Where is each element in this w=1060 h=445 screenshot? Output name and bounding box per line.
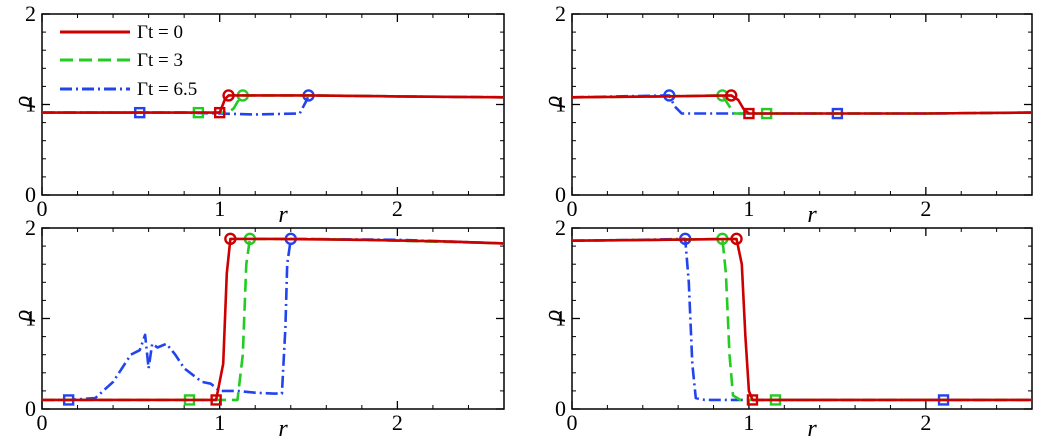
panel-bottom-left-series-line-0	[42, 237, 505, 402]
panel-top-left-square-marker-0	[213, 106, 226, 119]
panel-top-left: 0 1 2 0 1 2 r ρ	[10, 1, 505, 228]
panel-top-left-y-axis-label: ρ	[10, 96, 36, 109]
panel-top-right-circle-marker-0	[725, 89, 738, 102]
panel-top-right-frame	[571, 13, 1033, 196]
panel-bottom-left-x-tick-label: 1	[214, 410, 225, 435]
panel-bottom-left: 0 1 2 0 1 2 r ρ	[10, 215, 505, 442]
panel-bottom-right-y-tick-label: 0	[555, 396, 566, 421]
panel-top-left-y-tick-label: 0	[25, 182, 36, 207]
panel-top-left-x-tick-label: 2	[392, 196, 403, 221]
panel-bottom-right-x-tick-label: 0	[567, 410, 578, 435]
panel-bottom-right-y-tick-label: 2	[555, 215, 566, 240]
panel-bottom-right-x-axis-label: r	[807, 416, 817, 442]
panel-bottom-right: 0 1 2 0 1 2 r ρ	[540, 215, 1033, 442]
panel-bottom-left-x-axis-label: r	[278, 416, 288, 442]
panel-bottom-right-series-line-1	[571, 237, 1032, 402]
panel-bottom-left-y-tick-label: 0	[25, 396, 36, 421]
panel-top-left-series-line-0	[42, 94, 505, 114]
panel-bottom-left-square-marker-0	[210, 394, 222, 406]
panel-top-right-y-tick-label: 1	[555, 92, 566, 117]
panel-top-right-y-tick-label: 2	[555, 1, 566, 26]
panel-bottom-right-y-tick-label: 1	[555, 306, 566, 331]
panel-bottom-right-series-line-0	[571, 237, 1032, 402]
panel-top-right-y-axis-label: ρ	[540, 96, 566, 109]
panel-top-right-series-line-0	[571, 94, 1033, 115]
panel-top-right-x-axis-label: r	[807, 202, 817, 228]
panel-top-right-square-marker-0	[743, 107, 755, 120]
panel-bottom-left-circle-marker-0	[224, 232, 237, 246]
panel-bottom-right-circle-marker-0	[730, 232, 743, 246]
panel-bottom-right-y-axis-label: ρ	[540, 310, 566, 323]
panel-bottom-right-x-tick-label: 1	[743, 410, 754, 435]
panel-bottom-left-series-line-1	[42, 237, 505, 402]
legend-label-gamma-t-3: Γt = 3	[137, 50, 183, 71]
panel-top-left-x-tick-label: 1	[214, 196, 225, 221]
panel-top-left-x-axis-label: r	[278, 202, 288, 228]
panel-bottom-right-square-marker-0	[746, 394, 759, 406]
panel-top-right-series-line-2	[571, 94, 1033, 115]
panel-bottom-right-frame	[571, 227, 1033, 410]
panel-bottom-left-y-tick-label: 2	[25, 215, 36, 240]
panel-bottom-right-x-tick-label: 2	[920, 410, 931, 435]
panel-bottom-left-x-tick-label: 2	[392, 410, 403, 435]
panel-top-right-x-tick-label: 1	[743, 196, 754, 221]
panel-top-left-circle-marker-0	[222, 89, 235, 102]
panel-top-left-frame	[41, 13, 505, 196]
panel-top-right-x-tick-label: 0	[567, 196, 578, 221]
legend-label-gamma-t-0: Γt = 0	[137, 22, 183, 43]
panel-bottom-left-x-tick-label: 0	[37, 410, 48, 435]
panel-bottom-right-series-line-2	[571, 237, 1032, 402]
panel-top-right-y-tick-label: 0	[555, 182, 566, 207]
panel-top-right-x-tick-label: 2	[920, 196, 931, 221]
panel-top-left-y-tick-label: 2	[25, 1, 36, 26]
panel-bottom-left-series-line-2	[42, 237, 505, 402]
panel-top-left-x-tick-label: 0	[37, 196, 48, 221]
legend-label-gamma-t-6-5: Γt = 6.5	[137, 79, 197, 100]
panel-top-right-series-line-1	[571, 94, 1033, 115]
legend: Γt = 0 Γt = 3 Γt = 6.5	[60, 22, 197, 100]
panel-bottom-left-y-tick-label: 1	[25, 306, 36, 331]
panel-top-left-y-tick-label: 1	[25, 92, 36, 117]
panel-bottom-left-y-axis-label: ρ	[10, 310, 36, 323]
panel-top-right: 0 1 2 0 1 2 r ρ	[540, 1, 1033, 228]
